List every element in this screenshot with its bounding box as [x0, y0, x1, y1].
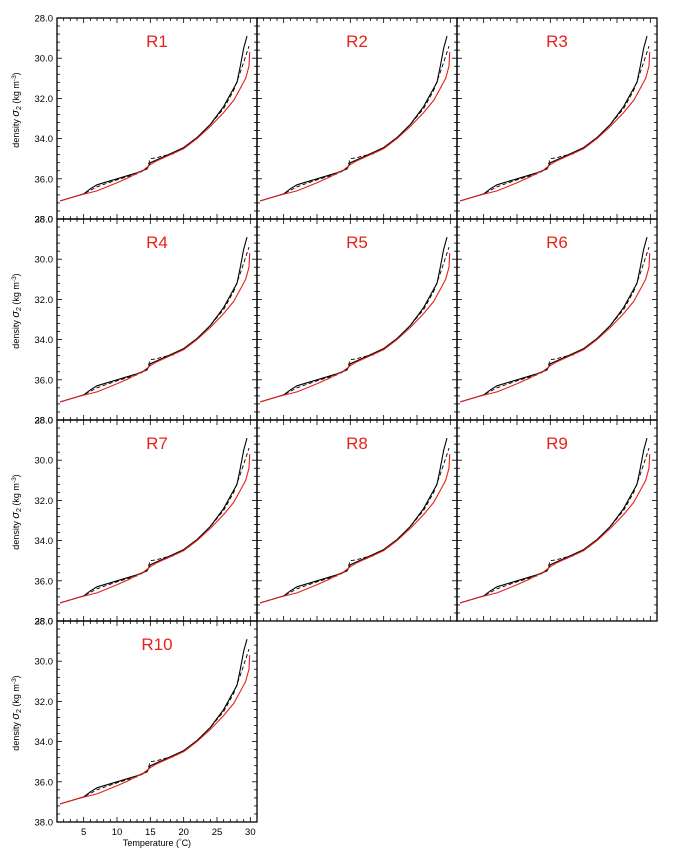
panel-r9: R9	[456, 419, 658, 622]
panel-r7: R7 28.0 30.0 32.0 34.0 36.0 38.0 density σ2 (kg…	[10, 416, 258, 628]
series-line-solid-red	[60, 253, 251, 403]
y-axis-label: density σ2 (kg m-3)	[10, 474, 23, 549]
y-tick-label: 28.0	[35, 14, 54, 25]
panel-r6: R6	[456, 218, 658, 421]
y-tick-label: 30.0	[35, 54, 54, 65]
series-line-dashed-black	[60, 45, 250, 202]
x-axis-label: Temperature (°C)	[123, 837, 191, 848]
y-axis-label: density σ2 (kg m-3)	[10, 273, 23, 348]
series-line-solid-black	[260, 35, 448, 202]
panel-r5: R5	[256, 218, 458, 421]
series-line-solid-black	[60, 638, 248, 805]
panel-r4: R4 28.0 30.0 32.0 34.0 36.0 38.0 density σ2 (kg…	[10, 215, 258, 427]
series-line-dashed-black	[60, 648, 250, 805]
y-tick-label: 28.0	[35, 617, 54, 628]
panel-title: R9	[546, 434, 568, 453]
panel-r1: R1 28.0 30.0 32.0 34.0 36.0 38.0 density σ2 (kg…	[10, 14, 258, 226]
panel-title: R5	[346, 233, 368, 252]
y-axis-label: density σ2 (kg m-3)	[10, 72, 23, 147]
series-line-solid-red	[60, 655, 251, 805]
series-line-solid-red	[260, 52, 451, 202]
series-line-solid-red	[60, 52, 251, 202]
panel-frame	[56, 620, 258, 823]
series-line-dashed-black	[460, 447, 650, 604]
y-tick-label: 30.0	[35, 456, 54, 467]
y-tick-label: 28.0	[35, 416, 54, 427]
y-tick-label: 38.0	[35, 416, 54, 427]
series-line-solid-red	[60, 454, 251, 604]
series-line-solid-red	[260, 253, 451, 403]
series-line-solid-red	[460, 454, 651, 604]
series-line-solid-red	[460, 253, 651, 403]
y-tick-label: 36.0	[35, 174, 54, 185]
x-tick-label: 20	[178, 827, 189, 838]
panel-frame	[456, 419, 658, 622]
panel-r3: R3	[456, 17, 658, 220]
panel-title: R7	[146, 434, 168, 453]
y-tick-label: 34.0	[35, 536, 54, 547]
y-tick-label: 34.0	[35, 737, 54, 748]
series-line-dashed-black	[60, 447, 250, 604]
panel-title: R10	[141, 635, 172, 654]
panel-r2: R2	[256, 17, 458, 220]
y-tick-label: 36.0	[35, 777, 54, 788]
series-line-solid-black	[460, 35, 648, 202]
panel-title: R2	[346, 32, 368, 51]
y-tick-label: 38.0	[35, 617, 54, 628]
y-tick-label: 30.0	[35, 255, 54, 266]
x-tick-label: 5	[81, 827, 86, 838]
y-tick-label: 38.0	[35, 818, 54, 829]
y-tick-label: 36.0	[35, 576, 54, 587]
series-line-solid-black	[60, 437, 248, 604]
y-tick-label: 34.0	[35, 134, 54, 145]
series-line-solid-black	[260, 236, 448, 403]
series-line-dashed-black	[260, 45, 450, 202]
series-line-solid-red	[260, 454, 451, 604]
x-tick-label: 10	[112, 827, 123, 838]
series-line-dashed-black	[460, 246, 650, 403]
y-tick-label: 32.0	[35, 697, 54, 708]
y-tick-label: 32.0	[35, 496, 54, 507]
panel-r10: R10 28.0 30.0 32.0 34.0 36.0 38.0 density σ2 (k…	[10, 617, 258, 848]
series-line-solid-black	[260, 437, 448, 604]
series-line-dashed-black	[260, 246, 450, 403]
x-tick-label: 25	[212, 827, 223, 838]
y-tick-label: 38.0	[35, 215, 54, 226]
y-tick-label: 30.0	[35, 657, 54, 668]
y-tick-label: 34.0	[35, 335, 54, 346]
series-line-solid-black	[60, 236, 248, 403]
panel-title: R4	[146, 233, 168, 252]
series-line-solid-red	[460, 52, 651, 202]
y-axis-label: density σ2 (kg m-3)	[10, 675, 23, 750]
y-tick-label: 28.0	[35, 215, 54, 226]
y-tick-label: 36.0	[35, 375, 54, 386]
series-line-solid-black	[460, 437, 648, 604]
panel-r8: R8	[256, 419, 458, 622]
y-tick-label: 32.0	[35, 94, 54, 105]
y-tick-label: 32.0	[35, 295, 54, 306]
x-tick-label: 15	[145, 827, 156, 838]
panel-title: R8	[346, 434, 368, 453]
x-tick-label: 30	[245, 827, 256, 838]
panel-title: R3	[546, 32, 568, 51]
series-line-dashed-black	[260, 447, 450, 604]
series-line-dashed-black	[460, 45, 650, 202]
series-line-solid-black	[460, 236, 648, 403]
panel-title: R6	[546, 233, 568, 252]
series-line-solid-black	[60, 35, 248, 202]
series-line-dashed-black	[60, 246, 250, 403]
panel-title: R1	[146, 32, 168, 51]
